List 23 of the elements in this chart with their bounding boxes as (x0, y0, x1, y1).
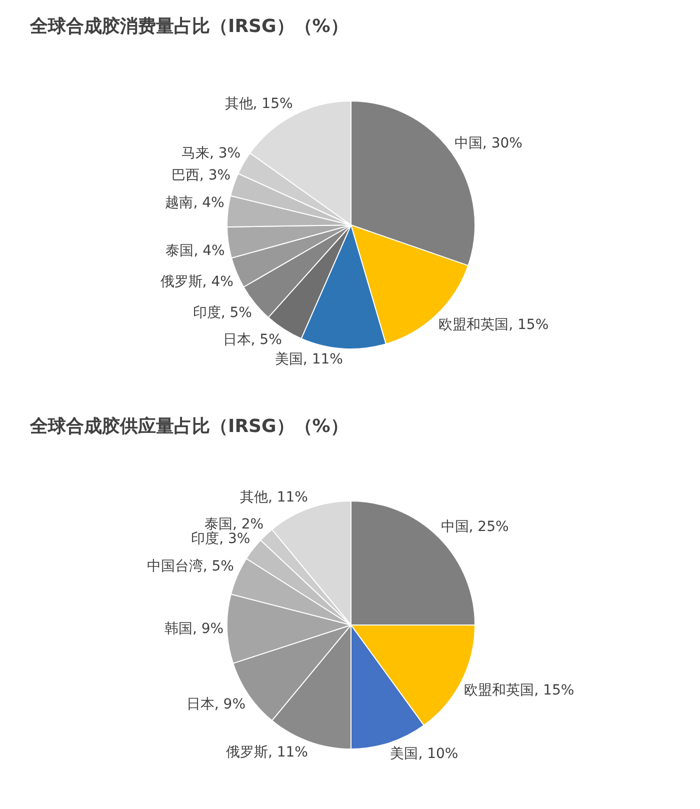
slice-label: 中国, 30% (454, 135, 522, 152)
slice-label: 巴西, 3% (171, 167, 231, 184)
slice-label: 马来, 3% (181, 146, 241, 162)
slice-label: 印度, 3% (191, 531, 250, 548)
slice-label: 欧盟和英国, 15% (464, 682, 574, 699)
slice-label: 欧盟和英国, 15% (438, 316, 549, 333)
slice-label: 印度, 5% (192, 305, 252, 322)
slice-label: 日本, 9% (186, 696, 246, 712)
slice-label: 日本, 5% (222, 332, 282, 348)
slice-label: 越南, 4% (165, 194, 224, 211)
slice-label: 中国, 25% (440, 519, 509, 536)
slice-label: 美国, 11% (274, 352, 343, 368)
chart-title: 全球合成胶供应量占比（IRSG）（%） (30, 415, 348, 438)
chart-title: 全球合成胶消费量占比（IRSG）（%） (30, 15, 348, 38)
slice-label: 韩国, 9% (164, 620, 224, 637)
slice-label: 俄罗斯, 4% (160, 274, 234, 290)
slice-label: 俄罗斯, 11% (226, 744, 308, 760)
slice-label: 其他, 15% (224, 96, 293, 112)
slice-label: 泰国, 2% (204, 516, 264, 532)
slice-label: 其他, 11% (240, 490, 308, 506)
slice-label: 泰国, 4% (166, 243, 225, 260)
slice-label: 中国台湾, 5% (146, 558, 234, 575)
slice-label: 美国, 10% (390, 746, 458, 762)
